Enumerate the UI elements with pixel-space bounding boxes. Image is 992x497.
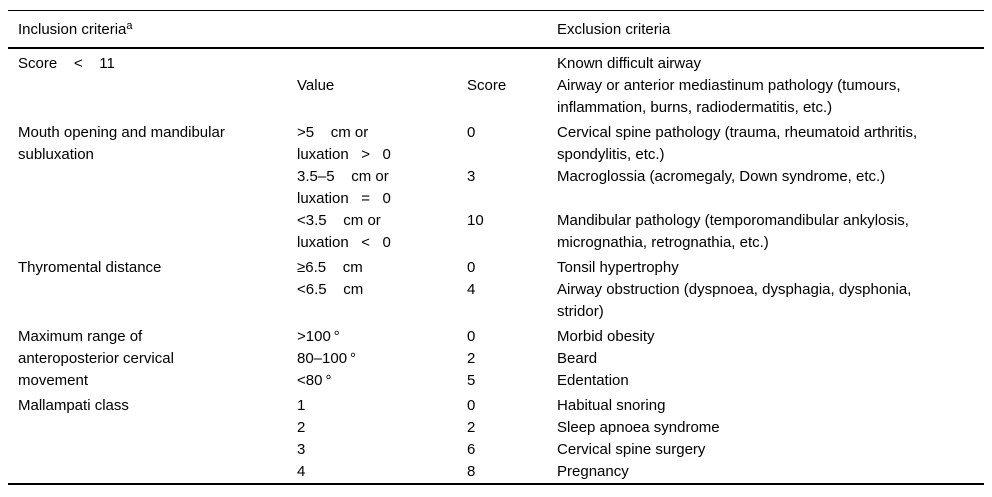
table-row: <80 ° 5 Edentation — [8, 370, 984, 392]
score-cell: 6 — [467, 441, 476, 458]
value-cell: >5 cm or luxation > 0 — [297, 124, 391, 163]
exclusion-cell: Airway or anterior mediastinum pathology… — [557, 77, 901, 116]
exclusion-cell: Pregnancy — [557, 463, 629, 480]
score-cell: 10 — [467, 212, 484, 229]
score-cell — [467, 48, 557, 75]
value-cell: 80–100 ° — [297, 350, 357, 367]
exclusion-cell: Macroglossia (acromegaly, Down syndrome,… — [557, 168, 886, 185]
score-cell: 4 — [467, 281, 476, 298]
exclusion-cell: Cervical spine pathology (trauma, rheuma… — [557, 124, 918, 163]
criteria-table: Inclusion criteriaa Exclusion criteria S… — [8, 10, 985, 485]
table-row: Value Score Airway or anterior mediastin… — [8, 75, 984, 119]
table-row: 2 2 Sleep apnoea syndrome — [8, 417, 984, 439]
table-row: Mallampati class 1 0 Habitual snoring — [8, 392, 984, 417]
exclusion-cell: Beard — [557, 350, 598, 367]
inclusion-criteria-header: Inclusion criteriaa — [8, 10, 558, 49]
value-cell: <80 ° — [297, 372, 332, 389]
table-row: Thyromental distance ≥6.5 cm 0 Tonsil hy… — [8, 254, 984, 279]
value-cell: >100 ° — [297, 328, 340, 345]
score-cell: 3 — [467, 168, 476, 185]
score-cell: 2 — [467, 419, 476, 436]
inclusion-criteria-label: Inclusion criteria — [18, 21, 127, 38]
exclusion-cell: Habitual snoring — [557, 397, 666, 414]
criterion-cell: Mallampati class — [18, 397, 129, 414]
score-cell: 8 — [467, 463, 476, 480]
table-row: 3 6 Cervical spine surgery — [8, 439, 984, 461]
value-cell: <3.5 cm or luxation < 0 — [297, 212, 391, 251]
exclusion-cell: Morbid obesity — [557, 328, 655, 345]
table-row: 3.5–5 cm or luxation = 0 3 Macroglossia … — [8, 166, 984, 210]
criteria-table-wrap: Inclusion criteriaa Exclusion criteria S… — [8, 10, 985, 485]
exclusion-cell: Edentation — [557, 372, 629, 389]
score-cell: 0 — [467, 124, 476, 141]
table-row: Score < 11 Known difficult airway — [8, 48, 984, 75]
table-row: <3.5 cm or luxation < 0 10 Mandibular pa… — [8, 210, 984, 254]
score-cell: 2 — [467, 350, 476, 367]
table-row: <6.5 cm 4 Airway obstruction (dyspnoea, … — [8, 279, 984, 323]
score-cell: 0 — [467, 328, 476, 345]
table-row: 80–100 ° 2 Beard — [8, 348, 984, 370]
criterion-cell: Score < 11 — [18, 55, 115, 72]
score-cell: 0 — [467, 259, 476, 276]
value-cell: 1 — [297, 397, 306, 414]
exclusion-cell: Mandibular pathology (temporomandibular … — [557, 212, 909, 251]
header-row: Inclusion criteriaa Exclusion criteria — [8, 10, 985, 49]
criterion-cell: Maximum range of anteroposterior cervica… — [18, 328, 174, 389]
value-cell: 3 — [297, 441, 306, 458]
value-cell: 2 — [297, 419, 306, 436]
exclusion-criteria-header: Exclusion criteria — [557, 10, 985, 49]
table-row: Mouth opening and mandibular subluxation… — [8, 119, 984, 166]
score-column-header: Score — [467, 77, 507, 94]
exclusion-cell: Tonsil hypertrophy — [557, 259, 679, 276]
value-cell: 4 — [297, 463, 306, 480]
footnote-marker: a — [126, 20, 133, 32]
criterion-cell: Mouth opening and mandibular subluxation — [18, 124, 225, 163]
value-cell: <6.5 cm — [297, 281, 364, 298]
value-cell: ≥6.5 cm — [297, 259, 363, 276]
value-column-header: Value — [297, 77, 335, 94]
exclusion-cell: Known difficult airway — [557, 55, 701, 72]
criterion-cell — [8, 75, 297, 119]
criterion-cell: Thyromental distance — [18, 259, 162, 276]
exclusion-cell: Sleep apnoea syndrome — [557, 419, 720, 436]
table-row: Maximum range of anteroposterior cervica… — [8, 323, 984, 389]
value-cell: 3.5–5 cm or luxation = 0 — [297, 168, 391, 207]
score-cell: 5 — [467, 372, 476, 389]
value-cell — [297, 48, 467, 75]
score-cell: 0 — [467, 397, 476, 414]
table-row: 4 8 Pregnancy — [8, 461, 984, 484]
exclusion-cell: Airway obstruction (dyspnoea, dysphagia,… — [557, 281, 912, 320]
exclusion-cell: Cervical spine surgery — [557, 441, 706, 458]
